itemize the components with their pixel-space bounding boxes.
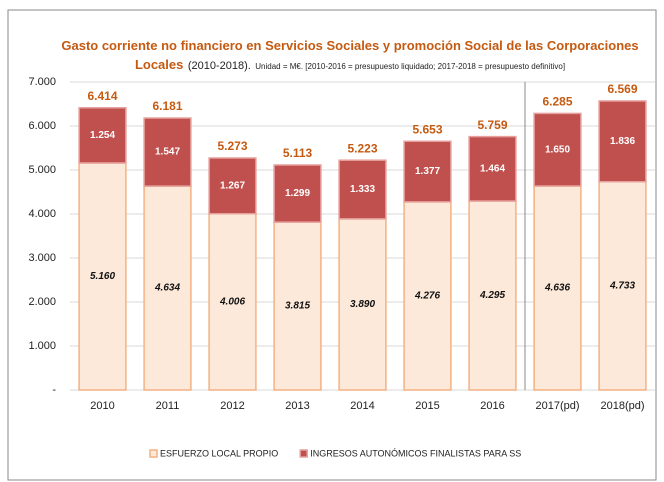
bar-segment xyxy=(468,135,517,202)
header: Gasto corriente no financiero en Servici… xyxy=(60,36,640,76)
y-tick-label: 5.000 xyxy=(28,164,56,176)
y-tick-label: 7.000 xyxy=(28,76,56,88)
value-label: 4.006 xyxy=(219,297,245,308)
value-label: 1.650 xyxy=(545,144,570,155)
legend-label: INGRESOS AUTONÓMICOS FINALISTAS PARA SS xyxy=(310,448,521,458)
y-tick-label: 2.000 xyxy=(28,296,56,308)
bar-segment xyxy=(338,159,387,220)
total-label: 6.285 xyxy=(542,95,572,109)
value-label: 1.836 xyxy=(610,136,635,147)
x-tick-label: 2010 xyxy=(90,400,114,412)
total-label: 6.569 xyxy=(607,82,637,96)
bar-segment xyxy=(273,221,322,391)
x-tick-label: 2018(pd) xyxy=(600,400,644,412)
y-tick-label: 1.000 xyxy=(28,340,56,352)
total-label: 5.113 xyxy=(283,146,313,160)
total-label: 5.273 xyxy=(217,139,247,153)
value-label: 3.890 xyxy=(350,299,375,310)
y-tick-label: 6.000 xyxy=(28,120,56,132)
value-label: 4.733 xyxy=(609,281,635,292)
total-label: 5.653 xyxy=(412,122,442,136)
value-label: 1.464 xyxy=(480,163,505,174)
bar-segment xyxy=(208,212,257,391)
x-tick-label: 2017(pd) xyxy=(535,400,579,412)
subtitle: (2010-2018). xyxy=(187,60,251,72)
bar-segment xyxy=(143,185,192,391)
legend-swatch xyxy=(149,449,158,458)
y-tick-label: 3.000 xyxy=(28,252,56,264)
total-label: 6.181 xyxy=(152,99,182,113)
value-label: 1.299 xyxy=(285,188,310,199)
x-tick-label: 2011 xyxy=(156,400,180,412)
legend-label: ESFUERZO LOCAL PROPIO xyxy=(160,448,278,458)
total-label: 5.759 xyxy=(477,118,507,132)
x-tick-label: 2016 xyxy=(480,400,504,412)
value-label: 1.267 xyxy=(220,181,245,192)
bar-segment xyxy=(143,117,192,187)
x-tick-label: 2014 xyxy=(350,400,374,412)
x-tick-label: 2015 xyxy=(415,400,439,412)
value-label: 3.815 xyxy=(285,301,310,312)
chart-title: Gasto corriente no financiero en Servici… xyxy=(61,38,639,72)
bar-segment xyxy=(598,100,647,183)
bar-segment xyxy=(273,164,322,223)
value-label: 1.333 xyxy=(350,184,375,195)
x-tick-label: 2013 xyxy=(285,400,309,412)
total-label: 5.223 xyxy=(347,141,377,155)
value-label: 1.254 xyxy=(90,130,115,141)
value-label: 4.295 xyxy=(479,290,505,301)
x-tick-label: 2012 xyxy=(220,400,244,412)
value-label: 1.377 xyxy=(415,166,440,177)
bar-segment xyxy=(338,218,387,391)
bar-segment xyxy=(533,185,582,391)
value-label: 4.634 xyxy=(154,283,180,294)
value-label: 4.276 xyxy=(414,291,440,302)
value-label: 5.160 xyxy=(90,271,115,282)
bar-segment xyxy=(208,157,257,215)
y-tick-label: - xyxy=(52,384,56,396)
bar-segment xyxy=(533,112,582,187)
note: Unidad = M€. [2010-2016 = presupuesto li… xyxy=(255,62,566,71)
bar-segment xyxy=(403,140,452,203)
bar-segment xyxy=(468,200,517,391)
y-tick-label: 4.000 xyxy=(28,208,56,220)
bar-segment xyxy=(403,201,452,391)
value-label: 1.547 xyxy=(155,147,180,158)
frame xyxy=(7,9,657,481)
bar-segment xyxy=(78,162,127,391)
value-label: 4.636 xyxy=(544,283,570,294)
total-label: 6.414 xyxy=(87,89,117,103)
legend-swatch xyxy=(299,449,308,458)
bar-segment xyxy=(78,107,127,164)
